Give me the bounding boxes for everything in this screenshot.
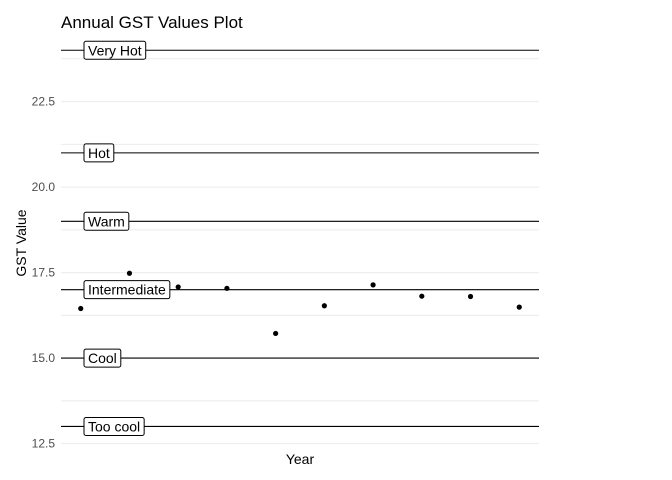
data-point <box>321 303 327 309</box>
data-point <box>126 270 133 276</box>
threshold-label-box <box>83 40 147 60</box>
threshold-label-text: Hot <box>88 145 110 161</box>
y-axis-tick-labels: 12.5 15.0 17.5 20.0 22.5 <box>32 95 56 451</box>
data-point <box>78 305 84 312</box>
threshold-label-box <box>83 348 122 368</box>
threshold-label-text: Warm <box>88 213 125 229</box>
data-point <box>175 284 181 290</box>
x-axis-title: Year <box>286 451 315 467</box>
grid-lines <box>61 58 539 445</box>
threshold-label: Warm <box>83 211 130 231</box>
threshold-labels: Too cool Cool Intermediate Warm Hot Very Hot <box>83 40 171 436</box>
chart-title: Annual GST Values Plot <box>61 13 243 32</box>
threshold-label-box <box>83 211 130 231</box>
data-point <box>273 330 279 337</box>
data-point <box>370 282 376 288</box>
threshold-label: Cool <box>83 348 122 368</box>
threshold-label: Intermediate <box>83 280 171 300</box>
data-point <box>467 293 474 300</box>
threshold-label-text: Cool <box>88 350 117 366</box>
threshold-label-text: Very Hot <box>88 42 142 58</box>
y-tick-label: 17.5 <box>32 266 56 280</box>
y-tick-label: 20.0 <box>32 180 56 194</box>
threshold-label-box <box>83 416 145 436</box>
threshold-label: Too cool <box>83 416 145 436</box>
y-tick-label: 12.5 <box>32 437 56 451</box>
data-points <box>78 270 522 337</box>
data-point <box>419 293 425 299</box>
threshold-label-box <box>83 143 115 163</box>
y-axis-title: GST Value <box>13 209 29 276</box>
y-tick-label: 22.5 <box>32 95 56 109</box>
data-point <box>516 304 522 310</box>
threshold-label: Hot <box>83 143 115 163</box>
y-tick-label: 15.0 <box>32 351 56 365</box>
threshold-label: Very Hot <box>83 40 147 60</box>
threshold-label-text: Intermediate <box>88 282 166 298</box>
data-point <box>224 285 230 291</box>
threshold-label-text: Too cool <box>88 418 140 434</box>
threshold-label-box <box>83 280 171 300</box>
threshold-lines <box>61 49 539 428</box>
